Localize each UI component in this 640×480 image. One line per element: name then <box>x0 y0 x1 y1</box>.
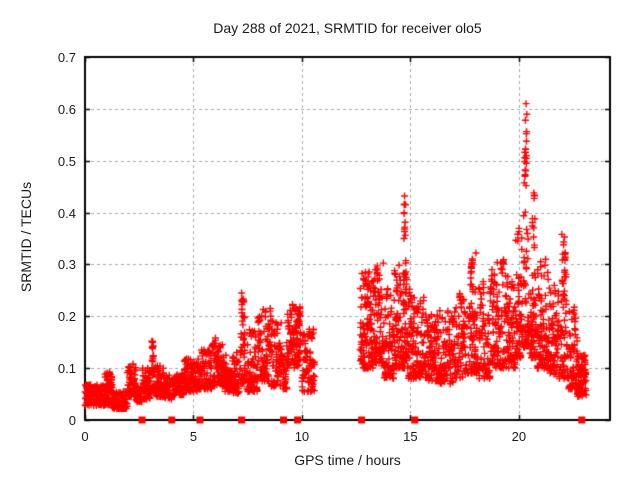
y-tick-label: 0 <box>68 413 76 428</box>
x-tick-label: 20 <box>511 429 527 444</box>
x-axis-label: GPS time / hours <box>294 452 401 468</box>
x-tick-label: 0 <box>81 429 89 444</box>
chart-title: Day 288 of 2021, SRMTID for receiver olo… <box>213 20 482 36</box>
x-tick-label: 10 <box>294 429 310 444</box>
x-tick-label: 5 <box>189 429 198 444</box>
y-tick-label: 0.5 <box>57 153 76 169</box>
y-axis-label: SRMTID / TECUs <box>18 181 34 293</box>
x-tick-label: 15 <box>403 429 418 444</box>
y-tick-label: 0.4 <box>57 205 76 221</box>
y-tick-label: 0.7 <box>57 50 76 65</box>
y-tick-label: 0.1 <box>57 361 76 377</box>
y-tick-label: 0.2 <box>57 309 76 325</box>
y-tick-label: 0.6 <box>57 101 76 117</box>
y-tick-label: 0.3 <box>57 257 76 273</box>
